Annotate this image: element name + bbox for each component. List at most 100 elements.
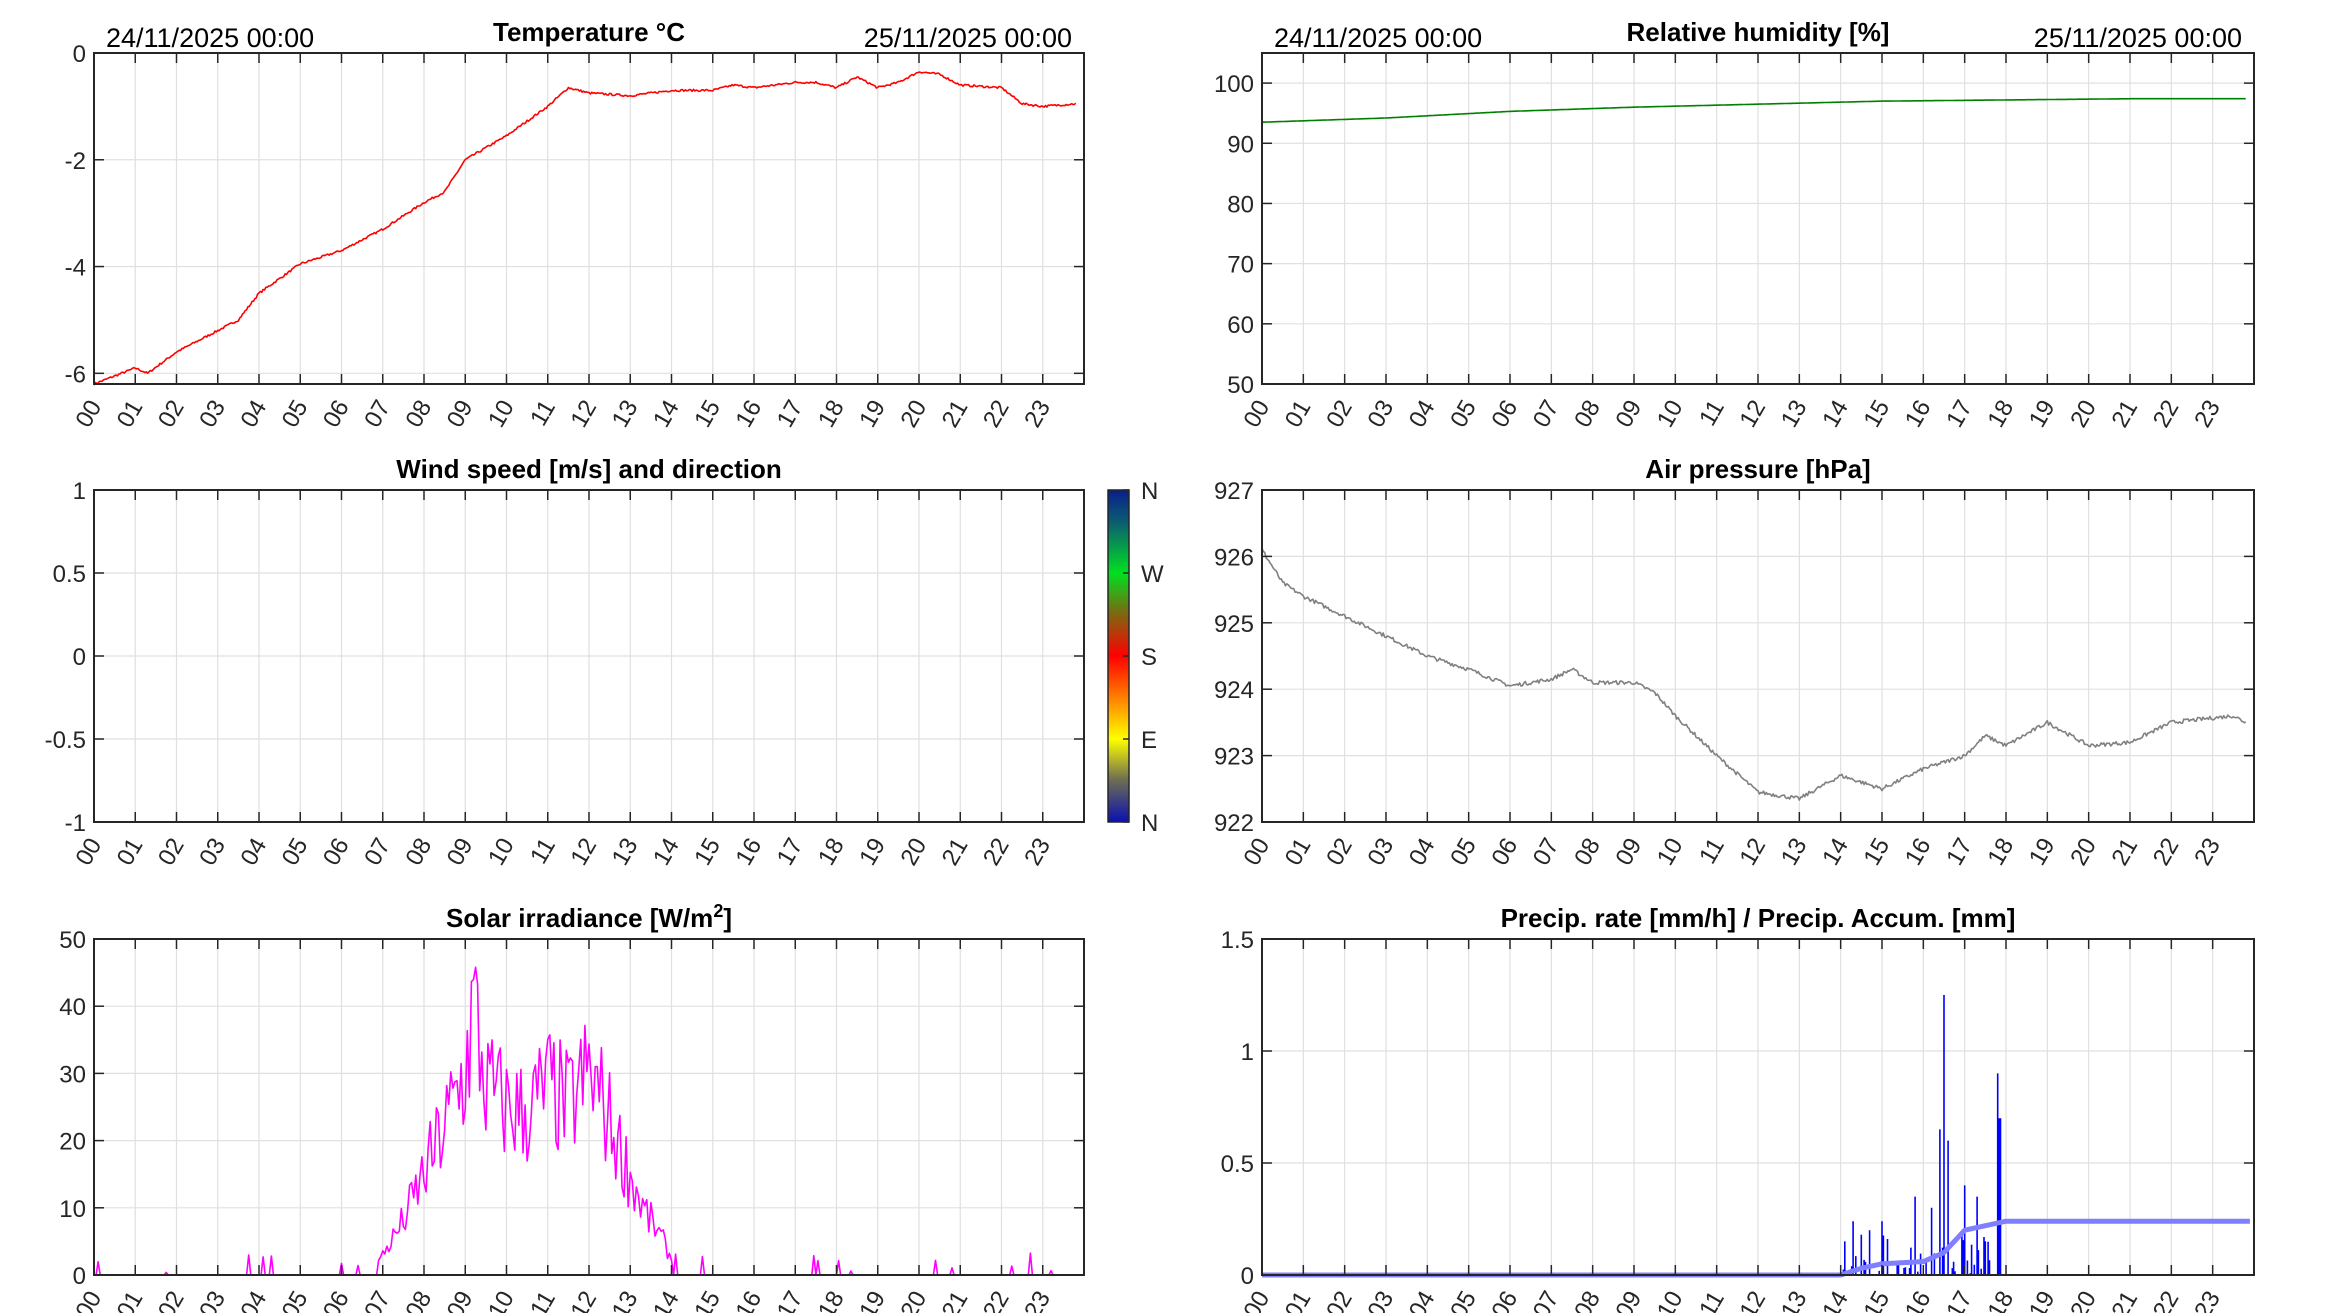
x-tick-label: 05	[1445, 396, 1482, 433]
x-tick-label: 14	[1817, 1287, 1854, 1313]
x-tick-label: 19	[854, 1287, 891, 1313]
x-tick-label: 01	[1280, 834, 1317, 871]
chart-wind: 00 01 02 03 04 05 06 07 08 09 10 11 12 13 14 15 16 17 18 19…	[45, 454, 1164, 870]
x-tick-label: 15	[689, 1287, 726, 1313]
y-tick-label: 50	[1227, 372, 1254, 399]
colorbar-label-e: E	[1141, 727, 1157, 754]
y-tick-label: 40	[59, 994, 86, 1021]
x-tick-label: 16	[730, 834, 767, 871]
x-tick-label: 08	[1569, 834, 1606, 871]
x-tick-label: 18	[813, 834, 850, 871]
y-tick-label: 50	[59, 927, 86, 954]
x-tick-label: 10	[1652, 396, 1689, 433]
x-tick-label: 09	[442, 396, 479, 433]
x-tick-label: 22	[2148, 834, 2185, 871]
x-tick-label: 20	[895, 396, 932, 433]
x-tick-label: 02	[153, 834, 190, 871]
x-tick-label: 12	[1734, 396, 1771, 433]
x-tick-label: 11	[1694, 834, 1730, 869]
x-tick-label: 20	[895, 834, 932, 871]
x-tick-label: 09	[1610, 834, 1647, 871]
x-tick-label: 00	[70, 396, 107, 433]
x-tick-label: 11	[525, 396, 561, 431]
x-tick-label: 19	[2024, 396, 2061, 433]
y-tick-label: 100	[1214, 71, 1254, 98]
x-tick-label: 08	[1569, 396, 1606, 433]
x-tick-label: 10	[483, 1287, 520, 1313]
x-tick-label: 23	[1019, 396, 1056, 433]
x-tick-label: 17	[1941, 396, 1978, 433]
x-tick-label: 02	[1321, 396, 1358, 433]
x-tick-label: 20	[2065, 1287, 2102, 1313]
x-tick-label: 23	[2189, 1287, 2226, 1313]
colorbar-label-n: N	[1141, 810, 1158, 837]
x-tick-label: 12	[565, 834, 602, 871]
y-tick-label: 60	[1227, 312, 1254, 339]
y-tick-label: 926	[1214, 544, 1254, 571]
x-tick-label: 22	[978, 834, 1015, 871]
x-tick-label: 04	[235, 396, 272, 433]
x-tick-label: 08	[1569, 1287, 1606, 1313]
x-tick-label: 14	[648, 1287, 685, 1313]
series-temperature	[93, 71, 1077, 386]
x-tick-label: 05	[277, 1287, 314, 1313]
chart-pressure: 00 01 02 03 04 05 06 07 08 09 10 11 12 13 14 15 16 17 18 19…	[1214, 454, 2255, 871]
x-tick-label: 07	[359, 396, 396, 433]
y-tick-label: 70	[1227, 252, 1254, 279]
y-tick-label: 927	[1214, 478, 1254, 505]
x-tick-label: 05	[1445, 1287, 1482, 1313]
x-tick-label: 21	[937, 834, 974, 871]
x-tick-label: 12	[565, 1287, 602, 1313]
x-tick-label: 11	[1694, 1287, 1730, 1313]
colorbar-label-w: W	[1141, 561, 1164, 588]
x-tick-label: 01	[112, 1287, 149, 1313]
x-tick-label: 02	[1321, 834, 1358, 871]
y-tick-label: -4	[65, 255, 86, 282]
date-end-label: 25/11/2025 00:00	[864, 23, 1072, 53]
x-tick-label: 19	[2024, 1287, 2061, 1313]
y-tick-label: 80	[1227, 191, 1254, 218]
x-tick-label: 07	[1528, 834, 1565, 871]
x-tick-label: 18	[813, 396, 850, 433]
x-tick-label: 01	[112, 396, 149, 433]
x-tick-label: 04	[235, 834, 272, 871]
x-tick-label: 03	[1362, 834, 1399, 871]
x-tick-label: 18	[1982, 396, 2019, 433]
y-tick-label: 0.5	[1221, 1151, 1254, 1178]
x-tick-label: 06	[318, 396, 355, 433]
y-tick-label: 1	[1241, 1039, 1254, 1066]
x-tick-label: 21	[937, 396, 974, 433]
x-tick-label: 21	[2106, 834, 2143, 871]
x-tick-label: 03	[1362, 396, 1399, 433]
x-tick-label: 20	[895, 1287, 932, 1313]
x-tick-label: 09	[442, 1287, 479, 1313]
x-tick-label: 15	[1858, 1287, 1895, 1313]
x-tick-label: 06	[318, 834, 355, 871]
colorbar-label-n: N	[1141, 478, 1158, 505]
x-tick-label: 15	[689, 834, 726, 871]
x-tick-label: 14	[1817, 396, 1854, 433]
x-tick-label: 07	[1528, 1287, 1565, 1313]
x-tick-label: 00	[1238, 396, 1275, 433]
x-tick-label: 03	[194, 1287, 231, 1313]
x-tick-label: 15	[1858, 396, 1895, 433]
x-tick-label: 03	[194, 396, 231, 433]
y-tick-label: 0	[73, 41, 86, 68]
x-tick-label: 08	[400, 396, 437, 433]
x-tick-label: 10	[1652, 834, 1689, 871]
y-tick-label: -1	[65, 810, 86, 837]
x-tick-label: 06	[1486, 396, 1523, 433]
x-tick-label: 21	[2106, 396, 2143, 433]
y-tick-label: 20	[59, 1129, 86, 1156]
x-tick-label: 14	[648, 396, 685, 433]
x-tick-label: 10	[483, 834, 520, 871]
x-tick-label: 03	[194, 834, 231, 871]
x-tick-label: 23	[1019, 1287, 1056, 1313]
colorbar-label-s: S	[1141, 644, 1157, 671]
x-tick-label: 04	[235, 1287, 272, 1313]
chart-title: Solar irradiance [W/m2]	[446, 901, 732, 933]
y-tick-label: 1.5	[1221, 927, 1254, 954]
y-tick-label: 923	[1214, 744, 1254, 771]
x-tick-label: 15	[1858, 834, 1895, 871]
chart-precip: 00 01 02 03 04 05 06 07 08 09 10 11 12 13 14 15 16 17 18 19…	[1221, 903, 2255, 1313]
